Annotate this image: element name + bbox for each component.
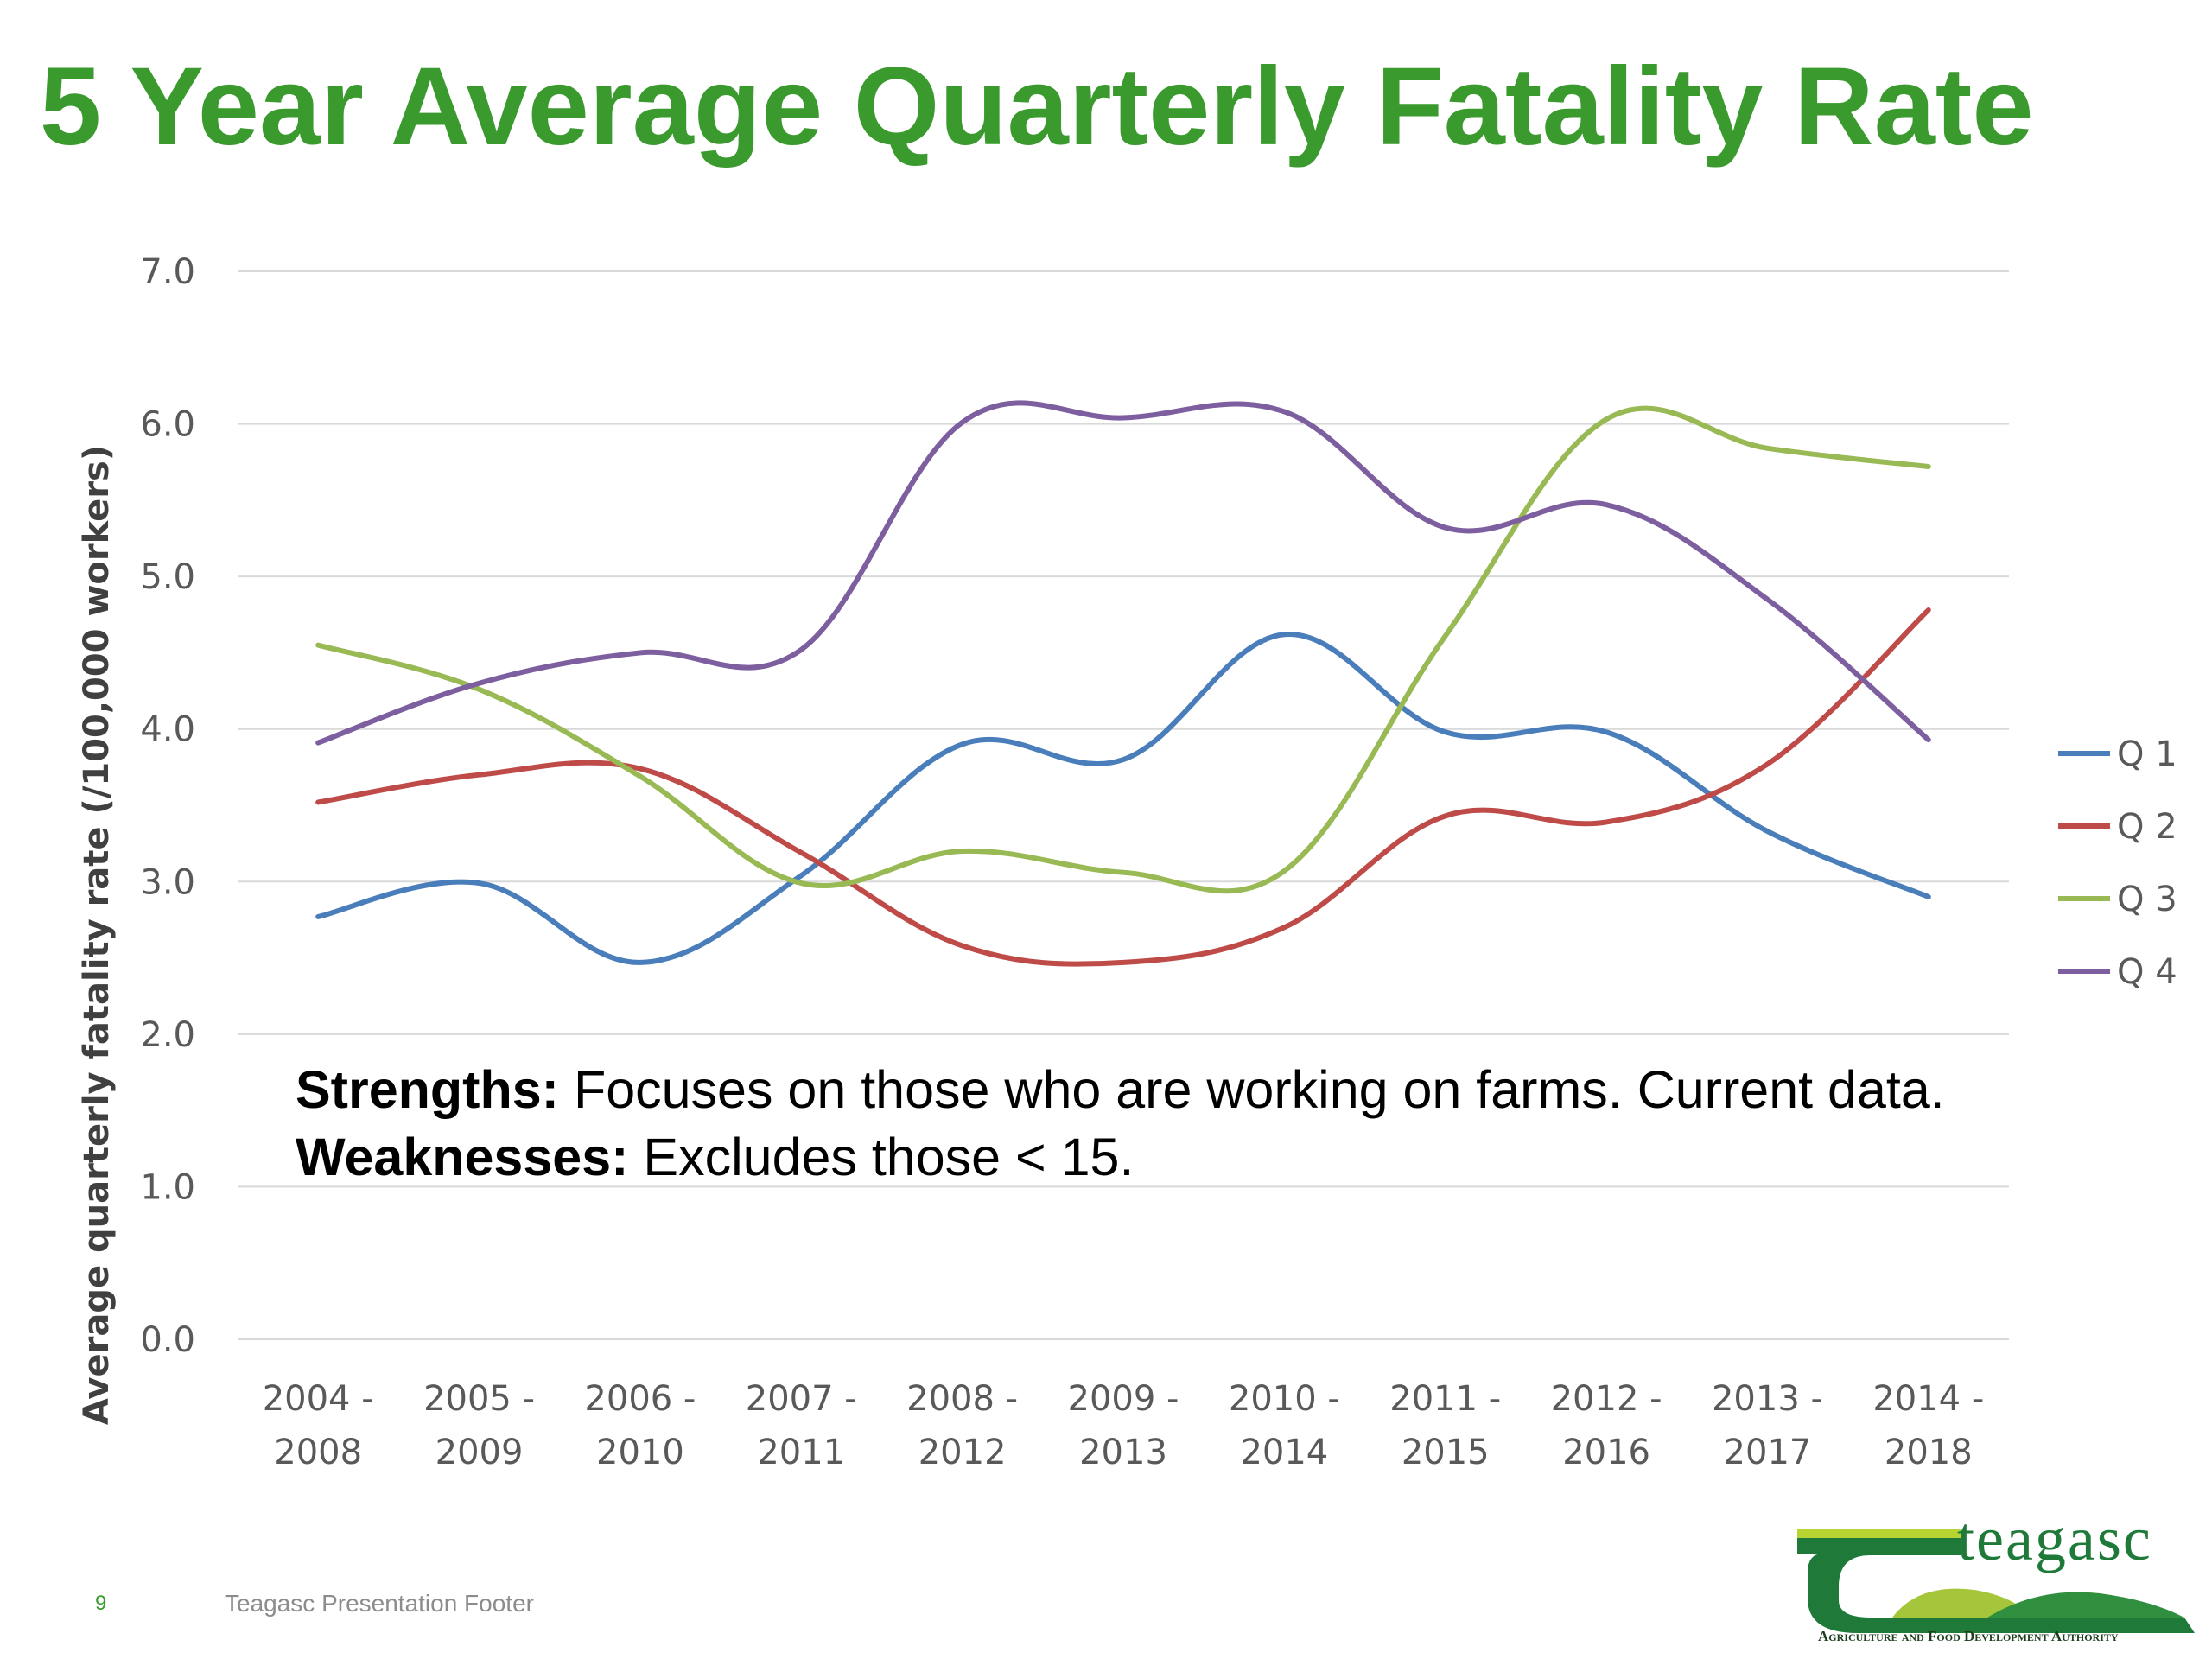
slide-footer: Teagasc Presentation Footer <box>225 1590 534 1617</box>
x-tick-label: 2008 -2012 <box>906 1379 1018 1472</box>
y-axis-ticks: 0.0 1.0 2.0 3.0 4.0 5.0 6.0 7.0 <box>140 252 195 1360</box>
y-tick-label: 5.0 <box>140 557 195 597</box>
series-line-q1 <box>315 632 1931 965</box>
x-tick-label: 2011 -2015 <box>1389 1379 1501 1472</box>
x-tick-label: 2006 -2010 <box>584 1379 696 1472</box>
logo-tagline: Agriculture and Food Development Authori… <box>1818 1628 2119 1644</box>
chart-gridlines <box>238 270 2009 1340</box>
slide-title: 5 Year Average Quarterly Fatality Rate <box>40 45 2034 168</box>
weaknesses-label: Weaknesses: <box>296 1128 629 1186</box>
x-tick-label: 2012 -2016 <box>1551 1379 1662 1472</box>
y-tick-label: 3.0 <box>140 862 195 902</box>
x-tick-label: 2009 -2013 <box>1068 1379 1179 1472</box>
legend-label-q1: Q 1 <box>2117 734 2177 774</box>
x-axis-ticks: 2004 -2008 2005 -2009 2006 -2010 2007 -2011… <box>263 1379 1985 1472</box>
legend-item-q4: Q 4 <box>2058 952 2177 992</box>
y-tick-label: 0.0 <box>140 1320 195 1360</box>
legend-item-q3: Q 3 <box>2058 880 2177 919</box>
y-tick-label: 2.0 <box>140 1015 195 1055</box>
series-line-q2 <box>315 607 1931 967</box>
legend-label-q3: Q 3 <box>2117 880 2177 919</box>
x-tick-label: 2007 -2011 <box>746 1379 857 1472</box>
x-tick-label: 2004 -2008 <box>263 1379 374 1472</box>
x-tick-label: 2010 -2014 <box>1229 1379 1340 1472</box>
y-tick-label: 1.0 <box>140 1167 195 1207</box>
series-line-q3 <box>315 405 1931 894</box>
y-tick-label: 6.0 <box>140 405 195 445</box>
legend-item-q2: Q 2 <box>2058 807 2177 847</box>
x-tick-label: 2014 -2018 <box>1872 1379 1984 1472</box>
chart-series <box>315 400 1931 967</box>
y-tick-label: 7.0 <box>140 252 195 292</box>
weaknesses-text: Excludes those < 15. <box>628 1128 1135 1186</box>
strengths-line: Strengths: Focuses on those who are work… <box>296 1056 1945 1123</box>
y-tick-label: 4.0 <box>140 710 195 750</box>
series-line-q4 <box>315 400 1931 746</box>
strengths-text: Focuses on those who are working on farm… <box>559 1060 1945 1119</box>
slide-number: 9 <box>95 1592 107 1615</box>
legend-item-q1: Q 1 <box>2058 734 2177 774</box>
logo-wordmark: teagasc <box>1957 1504 2152 1573</box>
legend-label-q2: Q 2 <box>2117 807 2177 847</box>
strengths-weaknesses-note: Strengths: Focuses on those who are work… <box>296 1056 1945 1191</box>
strengths-label: Strengths: <box>296 1060 559 1119</box>
chart-legend: Q 1 Q 2 Q 3 Q 4 <box>2058 734 2177 992</box>
weaknesses-line: Weaknesses: Excludes those < 15. <box>296 1123 1945 1191</box>
legend-label-q4: Q 4 <box>2117 952 2177 992</box>
teagasc-logo-mark <box>1797 1529 2195 1633</box>
x-tick-label: 2013 -2017 <box>1712 1379 1823 1472</box>
y-axis-title: Average quarterly fatality rate (/100,00… <box>77 445 117 1425</box>
teagasc-logo: teagasc Agriculture and Food Development… <box>1789 1503 2195 1650</box>
x-tick-label: 2005 -2009 <box>423 1379 535 1472</box>
